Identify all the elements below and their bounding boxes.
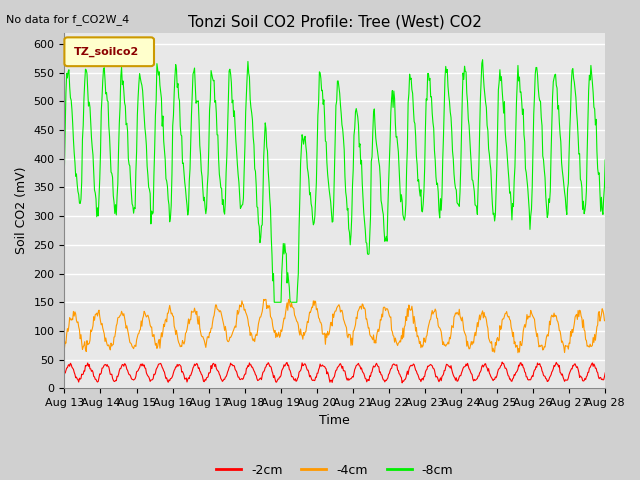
-4cm (181, 338, 189, 344)
Line: -8cm: -8cm (65, 60, 605, 302)
-4cm (260, 297, 268, 302)
X-axis label: Time: Time (319, 414, 350, 427)
-2cm (401, 377, 409, 383)
Text: TZ_soilco2: TZ_soilco2 (74, 47, 140, 57)
-2cm (602, 370, 609, 376)
-8cm (209, 78, 217, 84)
-8cm (417, 187, 425, 192)
Line: -2cm: -2cm (65, 362, 605, 383)
Legend: -2cm, -4cm, -8cm: -2cm, -4cm, -8cm (211, 459, 458, 480)
-4cm (417, 345, 425, 350)
-8cm (602, 157, 609, 163)
-2cm (417, 379, 425, 384)
-2cm (181, 376, 189, 382)
-2cm (61, 370, 68, 375)
-8cm (181, 180, 189, 185)
-2cm (70, 370, 78, 375)
Title: Tonzi Soil CO2 Profile: Tree (West) CO2: Tonzi Soil CO2 Profile: Tree (West) CO2 (188, 15, 482, 30)
-2cm (499, 359, 506, 365)
-4cm (602, 318, 609, 324)
-2cm (209, 360, 217, 366)
-4cm (401, 323, 409, 328)
-8cm (401, 213, 409, 219)
Text: No data for f_CO2W_4: No data for f_CO2W_4 (6, 14, 130, 25)
-8cm (70, 150, 78, 156)
-4cm (126, 339, 134, 345)
-4cm (61, 346, 68, 351)
-8cm (479, 57, 486, 63)
Line: -4cm: -4cm (65, 300, 605, 353)
-8cm (271, 300, 278, 305)
-4cm (70, 313, 78, 319)
Y-axis label: Soil CO2 (mV): Soil CO2 (mV) (15, 167, 28, 254)
-8cm (126, 163, 134, 169)
-8cm (61, 166, 68, 172)
-2cm (126, 372, 134, 378)
-2cm (398, 380, 406, 386)
-4cm (209, 315, 217, 321)
-4cm (514, 350, 522, 356)
